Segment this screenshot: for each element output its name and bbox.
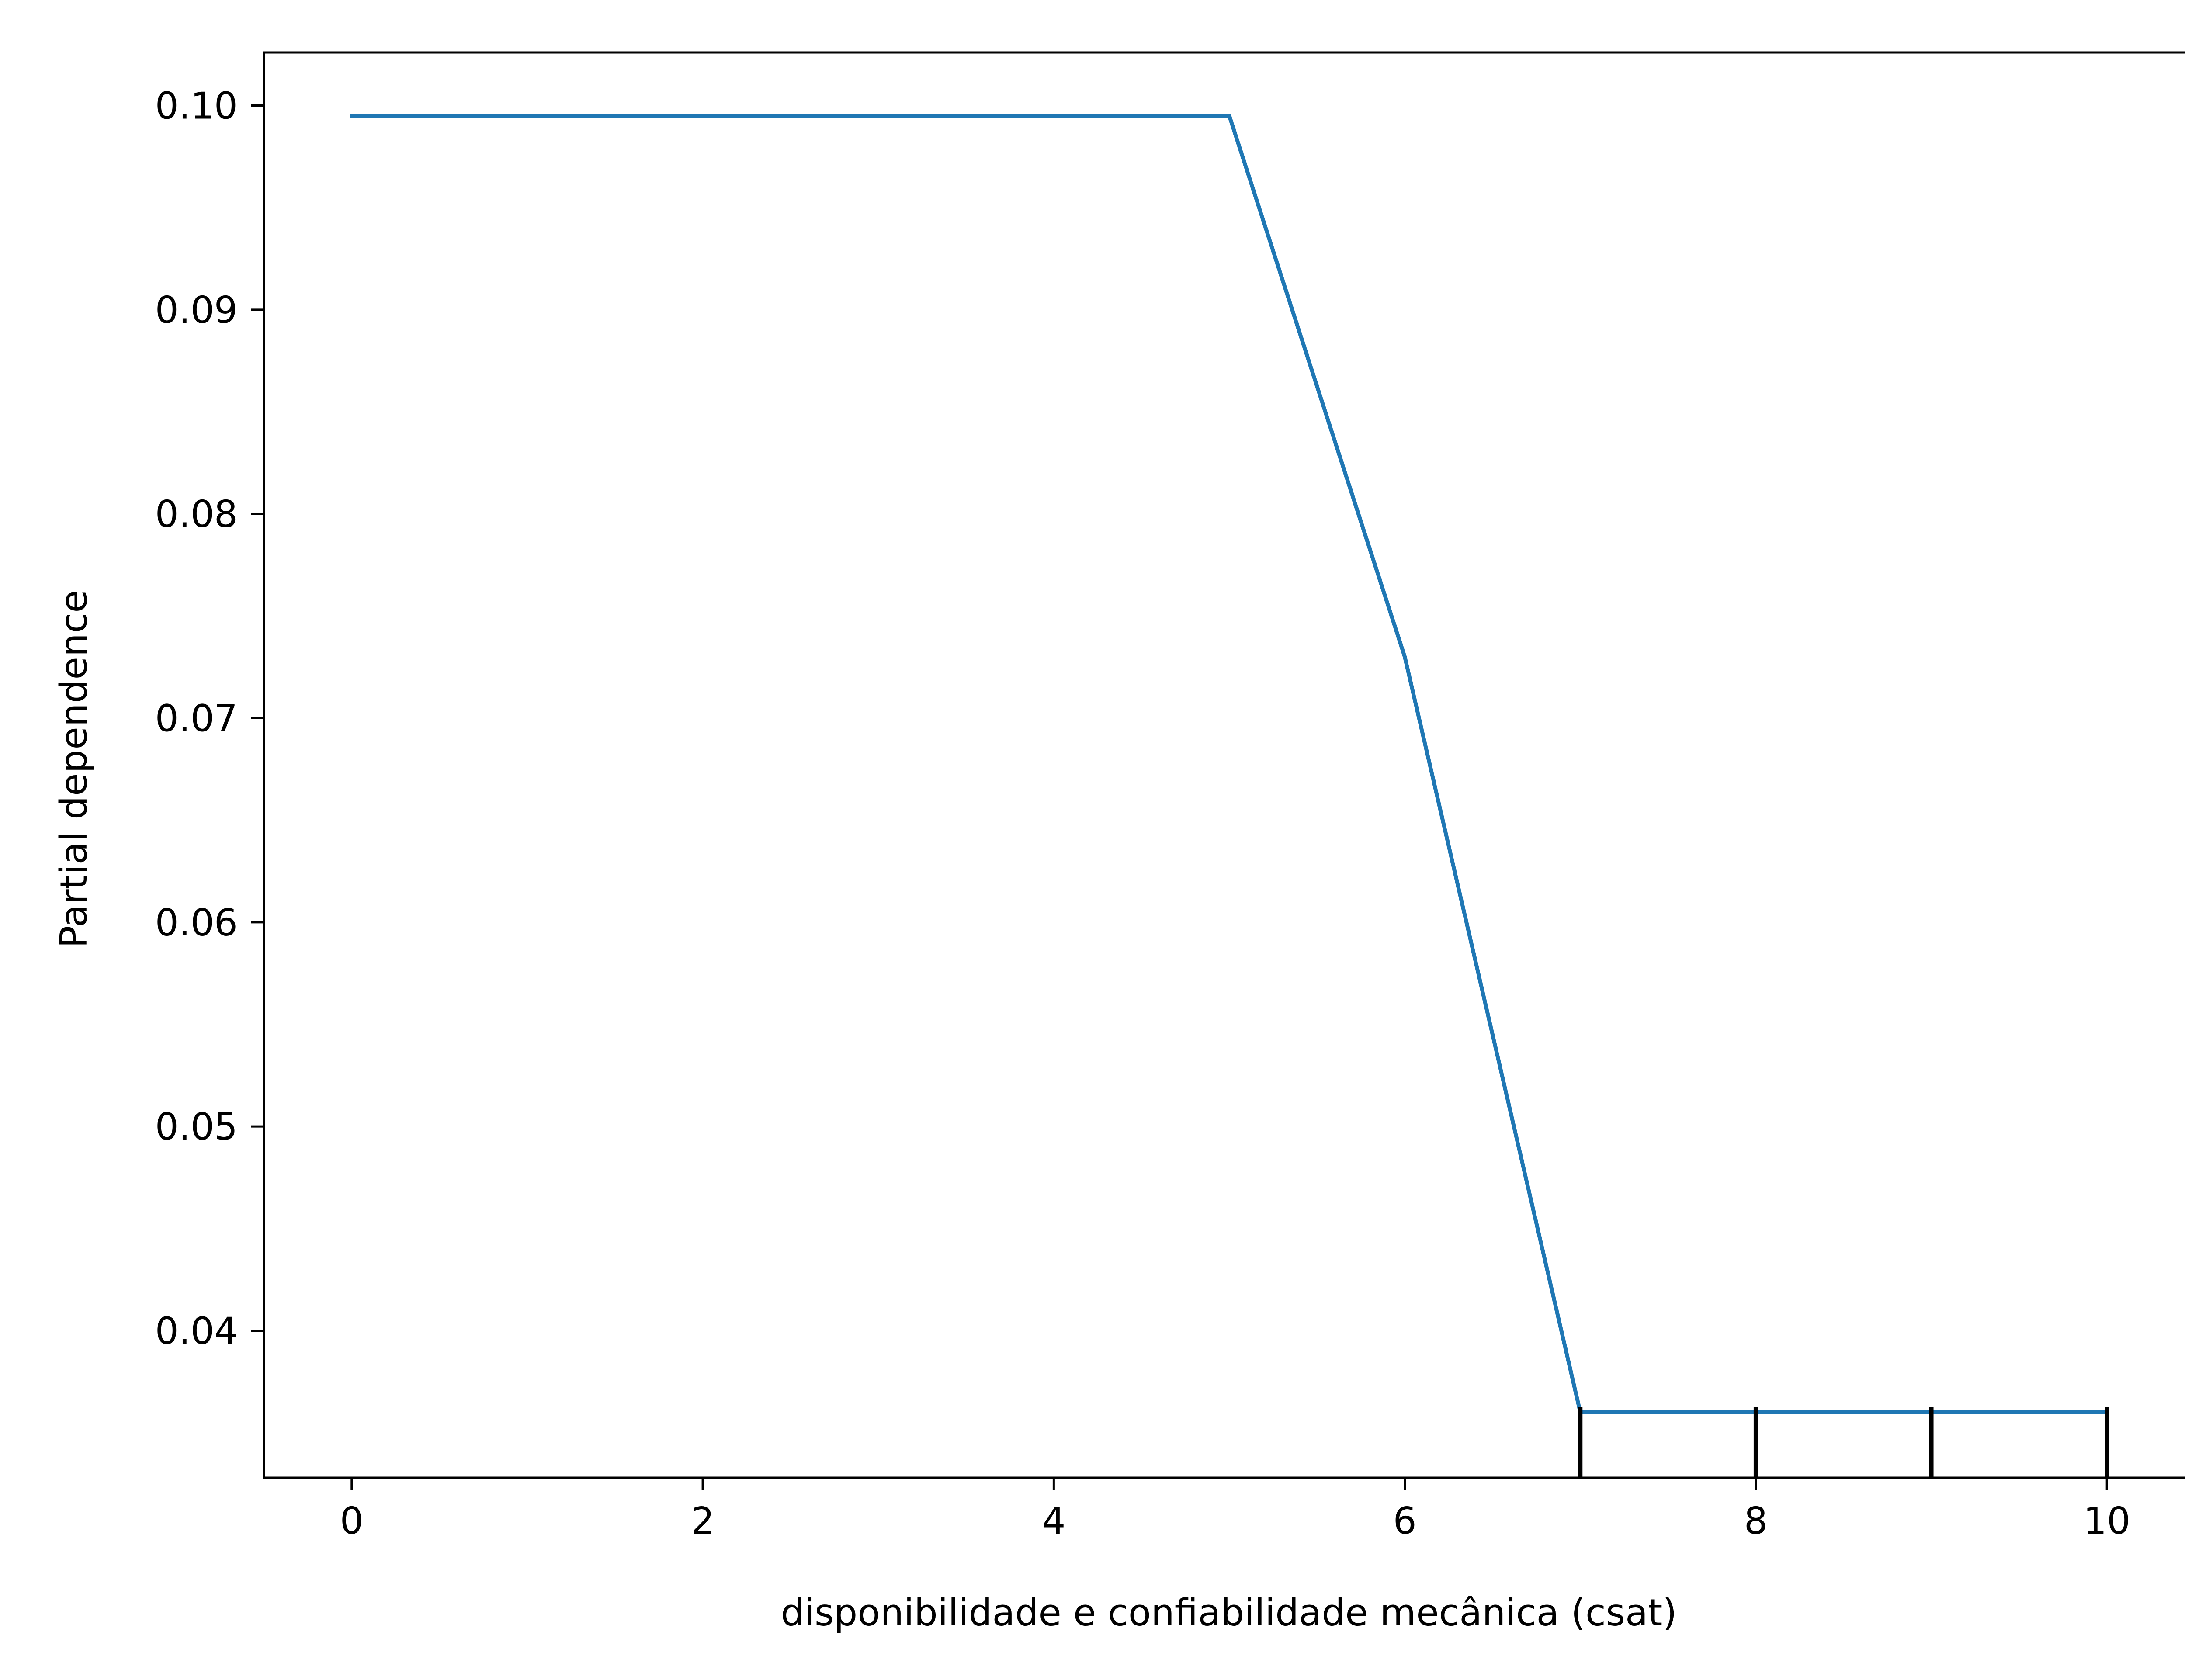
x-tick-label-3: 6 bbox=[1393, 1500, 1417, 1543]
y-tick-label-3: 0.07 bbox=[155, 697, 238, 741]
y-tick-label-5: 0.09 bbox=[155, 289, 238, 332]
x-tick-label-5: 10 bbox=[2083, 1500, 2130, 1543]
x-tick-label-0: 0 bbox=[340, 1500, 364, 1543]
y-tick-label-0: 0.04 bbox=[155, 1310, 238, 1353]
x-tick-label-1: 2 bbox=[691, 1500, 714, 1543]
y-tick-label-4: 0.08 bbox=[155, 493, 238, 536]
y-tick-label-1: 0.05 bbox=[155, 1105, 238, 1149]
plot-layer bbox=[350, 114, 2109, 1478]
x-tick-label-4: 8 bbox=[1744, 1500, 1768, 1543]
y-tick-label-2: 0.06 bbox=[155, 901, 238, 945]
axes-layer: 0 2 4 6 8 10 0.04 0.05 0.06 0.07 0.08 0.09 0.10 bbox=[155, 51, 2185, 1543]
x-axis-label: disponibilidade e confiabilidade mecânic… bbox=[780, 1591, 1677, 1635]
y-tick-label-6: 0.10 bbox=[155, 85, 238, 128]
y-axis-label: Partial dependence bbox=[52, 590, 96, 948]
axes-frame bbox=[263, 51, 2185, 1479]
series-line-0 bbox=[350, 114, 2109, 1414]
x-tick-label-2: 4 bbox=[1042, 1500, 1065, 1543]
